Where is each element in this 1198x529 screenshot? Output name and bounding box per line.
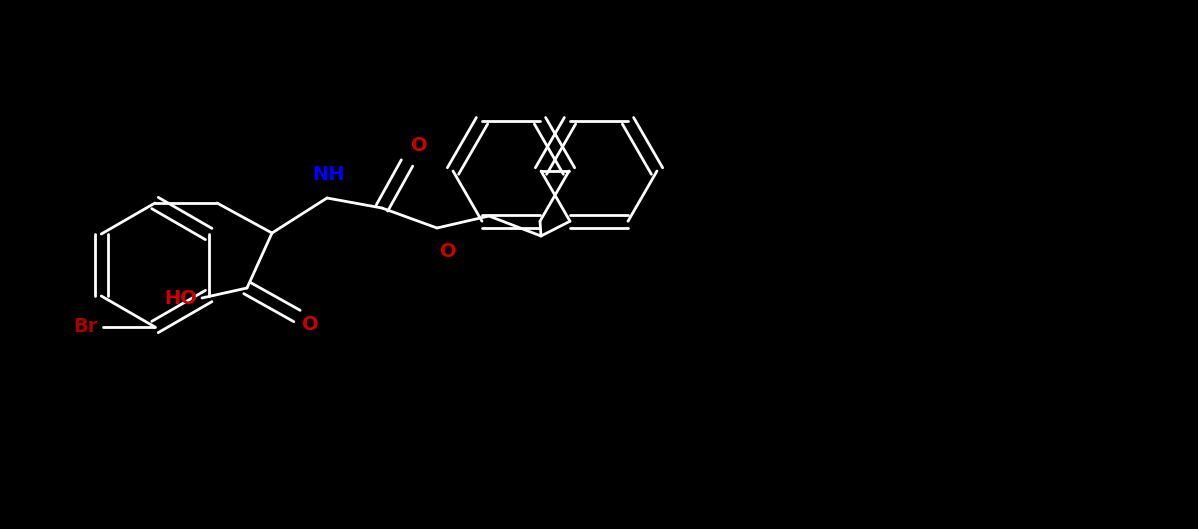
Text: Br: Br	[73, 317, 98, 336]
Text: HO: HO	[164, 288, 196, 307]
Text: O: O	[411, 136, 428, 155]
Text: O: O	[440, 242, 456, 261]
Text: O: O	[302, 315, 319, 333]
Text: NH: NH	[313, 165, 345, 184]
